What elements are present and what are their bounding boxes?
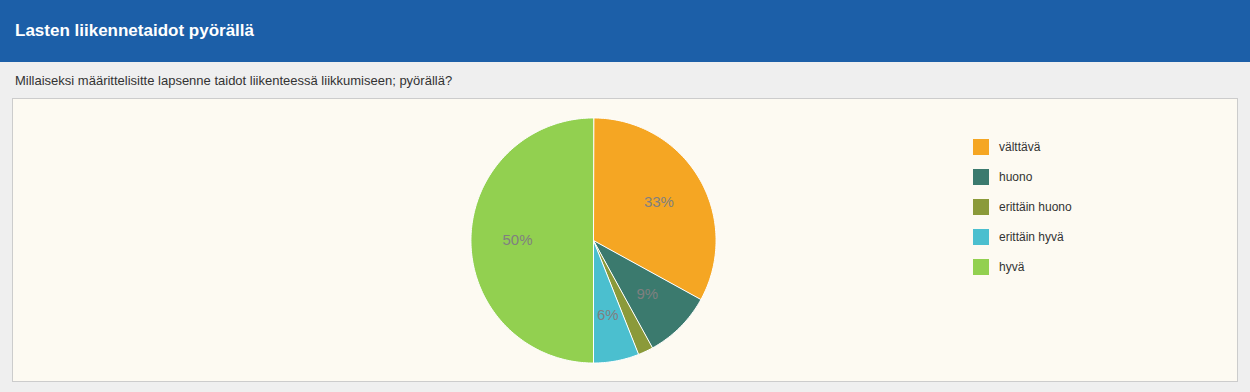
svg-text:6%: 6% [597,306,619,323]
html-text:huono: huono [999,170,1033,184]
html-text:erittäin hyvä: erittäin hyvä [999,230,1064,244]
html-text:Millaiseksi määrittelisitte la: Millaiseksi määrittelisitte lapsenne tai… [15,72,453,88]
html-text:erittäin huono: erittäin huono [999,200,1072,214]
svg-text:33%: 33% [644,193,674,210]
svg-text:9%: 9% [636,285,658,302]
html-text:Lasten liikennetaidot pyörällä: Lasten liikennetaidot pyörällä [15,21,254,40]
html-text:hyvä: hyvä [999,260,1025,274]
svg-text:50%: 50% [503,231,533,248]
html-text:välttävä: välttävä [999,140,1041,154]
